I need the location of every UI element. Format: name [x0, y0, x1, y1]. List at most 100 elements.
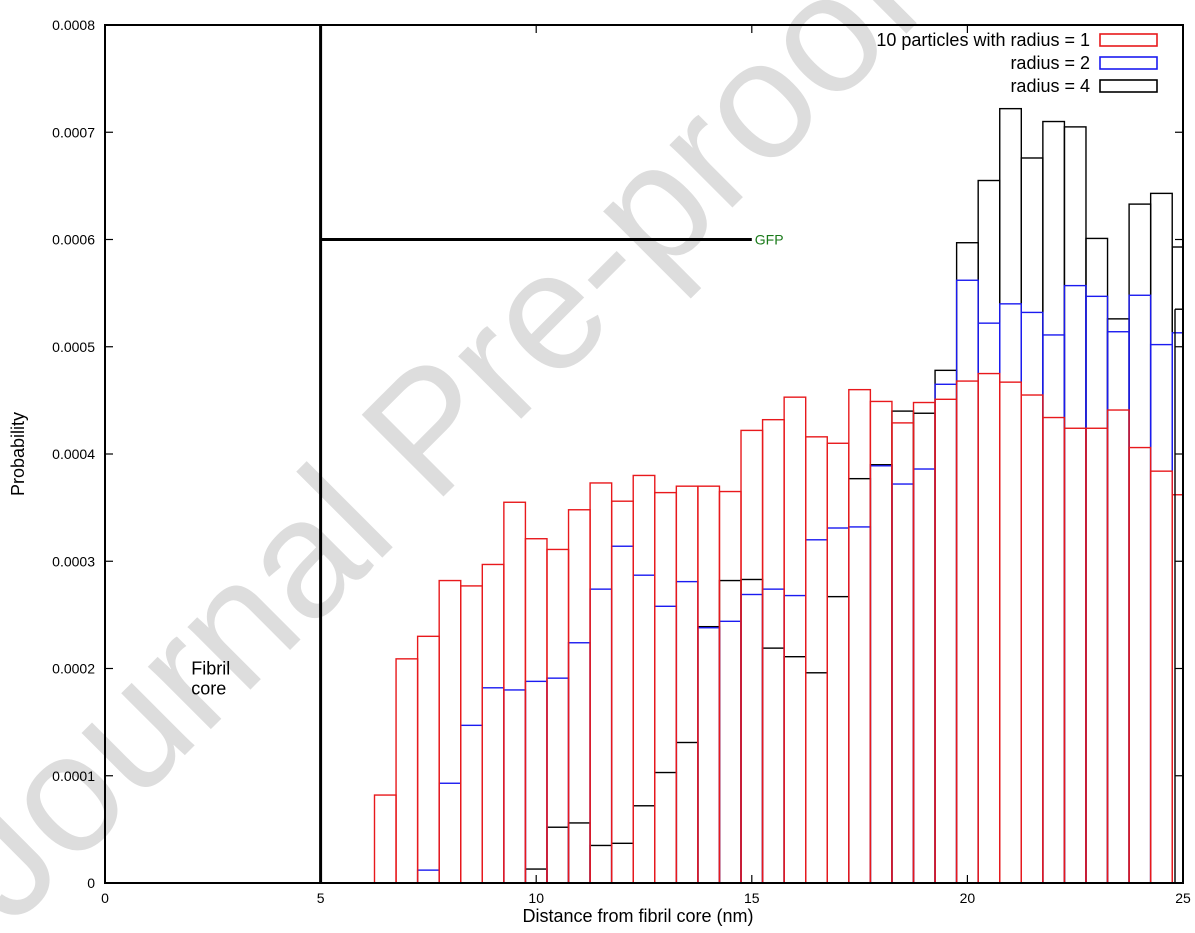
- bar-series-3: [1171, 246, 1184, 884]
- y-tick-label: 0.0006: [52, 232, 95, 248]
- bar-series-2: [481, 687, 505, 884]
- bar-series-1: [546, 548, 570, 884]
- bar-series-3: [632, 805, 656, 884]
- bar-series-3: [546, 826, 570, 884]
- bar-series-1: [1020, 394, 1044, 884]
- y-tick-label: 0: [87, 875, 95, 891]
- bar-series-3: [977, 179, 1001, 884]
- legend-swatch-series-3: [1099, 79, 1158, 93]
- bar-series-2: [567, 642, 591, 884]
- x-tick-label: 15: [744, 890, 760, 906]
- fibril-core-label-line2: core: [191, 679, 226, 699]
- bar-series-3: [610, 842, 634, 884]
- bar-series-2: [1106, 331, 1130, 884]
- bar-series-3: [1149, 192, 1173, 884]
- bar-series-1: [1085, 427, 1109, 884]
- bar-series-3: [783, 656, 807, 884]
- bar-series-1: [589, 482, 613, 884]
- y-tick-label: 0.0001: [52, 768, 95, 784]
- x-tick-label: 20: [960, 890, 976, 906]
- bar-series-2: [783, 594, 807, 884]
- bar-series-2: [955, 279, 979, 884]
- bar-series-1: [654, 491, 678, 884]
- bar-series-3: [654, 771, 678, 884]
- bar-series-3: [1020, 157, 1044, 884]
- bar-series-1: [869, 400, 893, 884]
- bar-series-3: [589, 844, 613, 884]
- bar-series-3: [1106, 318, 1130, 884]
- bar-series-1: [718, 490, 742, 884]
- y-tick-label: 0.0004: [52, 446, 95, 462]
- bar-series-1: [524, 538, 548, 884]
- gfp-label: GFP: [755, 232, 784, 248]
- bar-series-3: [1128, 203, 1152, 884]
- bar-series-3: [740, 578, 764, 884]
- bar-series-1: [1063, 427, 1087, 884]
- bar-series-3: [718, 579, 742, 884]
- bar-series-1: [955, 380, 979, 884]
- bar-series-1: [977, 372, 1001, 884]
- legend: 10 particles with radius = 1 radius = 2 ra…: [876, 30, 1158, 96]
- bar-series-1: [891, 422, 915, 884]
- bar-series-2: [1128, 294, 1152, 884]
- bar-series-2: [438, 782, 462, 884]
- bar-series-2: [1085, 295, 1109, 884]
- bar-series-2: [524, 680, 548, 884]
- bar-series-3: [761, 647, 785, 884]
- bar-series-3: [1042, 120, 1066, 884]
- y-tick-label: 0.0003: [52, 553, 95, 569]
- bar-series-1: [934, 398, 958, 884]
- bar-series-2: [1171, 332, 1184, 884]
- watermark: Journal Pre-proof: [0, 0, 955, 933]
- bar-series-1: [697, 485, 721, 884]
- bar-series-2: [1063, 284, 1087, 884]
- bar-series-1: [610, 500, 634, 884]
- legend-label-series-2: radius = 2: [1010, 53, 1090, 73]
- bar-series-3: [934, 369, 958, 884]
- bar-series-2: [805, 539, 828, 884]
- x-tick-label: 10: [528, 890, 544, 906]
- bar-series-1: [848, 388, 872, 884]
- bar-series-3: [675, 741, 699, 884]
- x-tick-label: 25: [1175, 890, 1191, 906]
- bar-series-3: [999, 107, 1022, 884]
- bar-series-3: [826, 595, 850, 884]
- bar-series-2: [416, 869, 440, 884]
- bar-series-2: [999, 303, 1022, 884]
- bar-series-1: [805, 436, 828, 884]
- bar-series-2: [654, 605, 678, 884]
- y-axis-label: Probability: [8, 412, 28, 496]
- bar-series-2: [460, 724, 483, 884]
- bar-series-1: [373, 794, 397, 884]
- bar-series-1: [826, 442, 850, 884]
- x-tick-label: 0: [101, 890, 109, 906]
- bar-series-2: [1020, 311, 1044, 884]
- legend-label-series-1: 10 particles with radius = 1: [876, 30, 1090, 50]
- bar-series-1: [761, 418, 785, 884]
- bar-series-1: [567, 509, 591, 884]
- bar-series-1: [675, 485, 699, 884]
- bar-series-3: [567, 822, 591, 884]
- bars-layer: [373, 107, 1184, 884]
- x-axis-label: Distance from fibril core (nm): [522, 906, 753, 926]
- bar-series-2: [934, 383, 958, 884]
- bar-series-3: [955, 242, 979, 884]
- bar-series-2: [589, 588, 613, 884]
- legend-swatch-series-1: [1099, 33, 1158, 47]
- bar-series-1: [1128, 446, 1152, 884]
- fibril-core-label-line1: Fibril: [191, 659, 230, 679]
- bar-series-3: [1085, 237, 1109, 884]
- y-tick-label: 0.0007: [52, 124, 95, 140]
- bar-series-3: [912, 412, 936, 884]
- y-tick-label: 0.0008: [52, 17, 95, 33]
- bar-series-1: [632, 474, 656, 884]
- bar-series-1: [416, 635, 440, 884]
- y-tick-label: 0.0002: [52, 661, 95, 677]
- bar-series-2: [848, 526, 872, 884]
- bar-series-2: [718, 620, 742, 884]
- bar-series-2: [891, 483, 915, 884]
- bar-series-1: [395, 658, 419, 884]
- bar-series-2: [869, 465, 893, 884]
